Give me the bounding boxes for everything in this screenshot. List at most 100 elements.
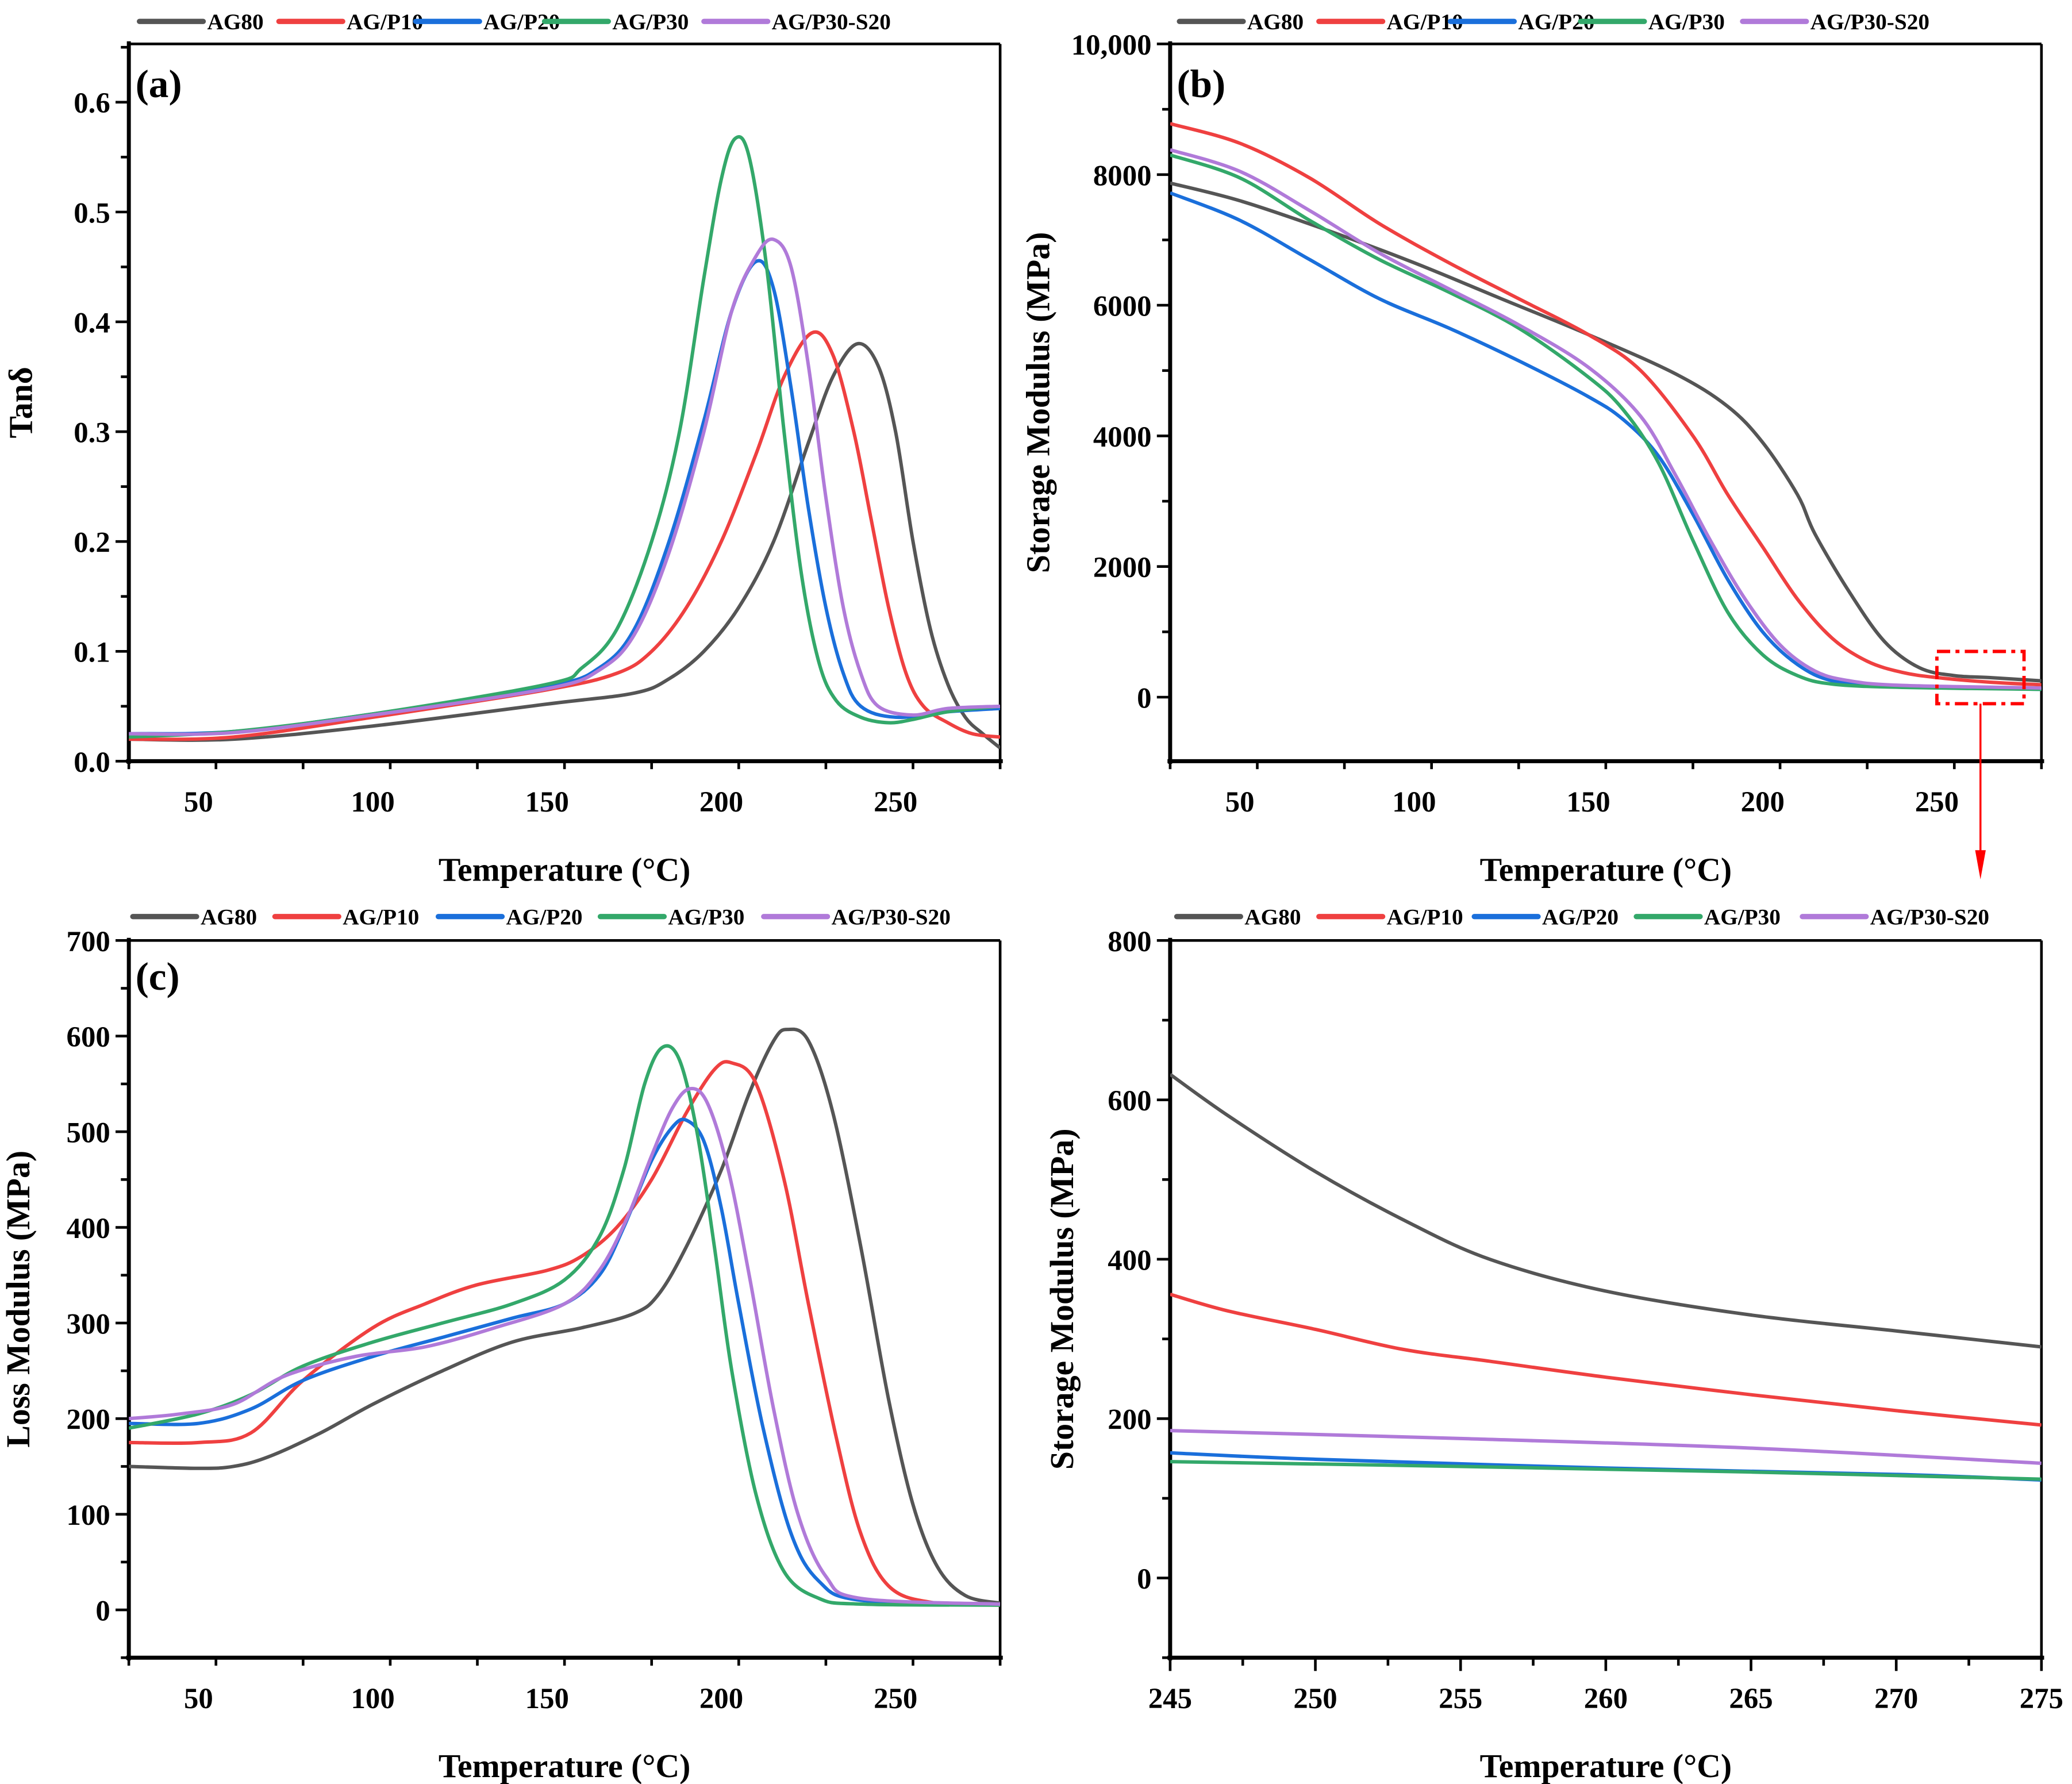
legend-label: AG/P10 <box>347 10 423 34</box>
x-tick-label: 200 <box>699 786 743 818</box>
legend-label: AG80 <box>207 10 264 34</box>
x-tick-label: 270 <box>1874 1682 1918 1714</box>
y-axis-title: Loss Modulus (MPa) <box>1 1151 37 1448</box>
x-tick-label: 250 <box>874 1682 917 1714</box>
legend-label: AG/P30-S20 <box>1870 905 1989 930</box>
y-tick-label: 0.5 <box>74 197 110 229</box>
legend-label: AG80 <box>1247 10 1304 34</box>
chart-panel-1: 50 100 150 200 250 0 2000 4000 6000 8000 10,000 Tem… <box>1021 10 2044 888</box>
x-tick-label: 100 <box>1392 786 1436 818</box>
y-tick-label: 600 <box>1108 1085 1151 1117</box>
x-tick-label: 150 <box>525 786 569 818</box>
series-line-ag80 <box>129 1027 1001 1605</box>
series-line-ag-p30-s20 <box>1170 1429 2042 1465</box>
series-line-ag-p20 <box>1170 191 2042 691</box>
series-line-ag80 <box>1170 1072 2042 1349</box>
series-line-ag-p20 <box>129 259 1001 736</box>
y-tick-label: 500 <box>67 1117 110 1149</box>
y-tick-label: 0 <box>1137 1563 1151 1595</box>
y-axis-title: Storage Modulus (MPa) <box>1021 232 1057 574</box>
x-tick-label: 200 <box>1741 786 1785 818</box>
legend: AG80 AG/P10 AG/P20 AG/P30 AG/P30-S20 <box>130 905 951 930</box>
y-axis-title: Tanδ <box>3 367 39 438</box>
legend-label: AG/P30 <box>612 10 689 34</box>
legend-label: AG/P30 <box>668 905 744 930</box>
x-axis-title: Temperature (°C) <box>439 852 691 888</box>
x-axis-title: Temperature (°C) <box>439 1748 691 1784</box>
y-tick-label: 0 <box>1137 682 1151 714</box>
legend-label: AG/P30-S20 <box>1810 10 1929 34</box>
series-line-ag-p30 <box>1170 1460 2042 1481</box>
y-tick-label: 200 <box>1108 1404 1151 1436</box>
series-line-ag-p10 <box>129 330 1001 741</box>
legend-label: AG/P30 <box>1648 10 1725 34</box>
legend: AG80 AG/P10 AG/P20 AG/P30 AG/P30-S20 <box>137 10 891 34</box>
x-tick-label: 50 <box>1225 786 1255 818</box>
y-tick-label: 0.6 <box>74 87 110 119</box>
zoom-region-box <box>1935 649 2026 706</box>
y-tick-label: 4000 <box>1093 421 1152 453</box>
series-line-ag80 <box>129 341 1001 749</box>
x-tick-label: 150 <box>525 1682 569 1714</box>
x-tick-label: 100 <box>351 1682 394 1714</box>
y-tick-label: 0.1 <box>74 636 110 668</box>
legend-label: AG/P20 <box>506 905 582 930</box>
x-axis-title: Temperature (°C) <box>1480 1748 1732 1784</box>
x-tick-label: 250 <box>874 786 917 818</box>
x-axis-title: Temperature (°C) <box>1480 852 1732 888</box>
arrow-down-icon <box>1975 850 1986 880</box>
series-line-ag-p20 <box>129 1117 1001 1606</box>
panel-label: (a) <box>136 61 182 106</box>
series-line-ag-p30-s20 <box>129 237 1001 736</box>
y-tick-label: 0.3 <box>74 417 110 449</box>
x-tick-label: 265 <box>1729 1682 1773 1714</box>
y-tick-label: 100 <box>67 1499 110 1531</box>
x-tick-label: 50 <box>184 786 213 818</box>
y-tick-label: 400 <box>67 1212 110 1244</box>
y-tick-label: 8000 <box>1093 159 1152 191</box>
x-tick-label: 275 <box>2020 1682 2063 1714</box>
legend-label: AG80 <box>1244 905 1301 930</box>
x-tick-label: 200 <box>699 1682 743 1714</box>
legend-label: AG/P20 <box>1542 905 1619 930</box>
legend-label: AG80 <box>201 905 257 930</box>
y-tick-label: 0.2 <box>74 526 110 559</box>
y-tick-label: 0.0 <box>74 746 110 778</box>
series-line-ag-p10 <box>129 1060 1001 1607</box>
x-tick-label: 250 <box>1915 786 1959 818</box>
y-axis-title: Storage Modulus (MPa) <box>1044 1128 1081 1470</box>
panel-label: (c) <box>136 954 180 998</box>
y-tick-label: 2000 <box>1093 551 1152 583</box>
x-tick-label: 100 <box>351 786 394 818</box>
legend-label: AG/P10 <box>1387 905 1463 930</box>
legend-label: AG/P10 <box>343 905 419 930</box>
x-tick-label: 150 <box>1566 786 1610 818</box>
legend-label: AG/P30-S20 <box>832 905 951 930</box>
series-line-ag-p30 <box>129 135 1001 739</box>
series-line-ag-p10 <box>1170 122 2042 687</box>
y-tick-label: 600 <box>67 1021 110 1053</box>
legend: AG80 AG/P10 AG/P20 AG/P30 AG/P30-S20 <box>1177 10 1929 34</box>
y-tick-label: 800 <box>1108 925 1151 958</box>
x-tick-label: 245 <box>1148 1682 1192 1714</box>
legend: AG80 AG/P10 AG/P20 AG/P30 AG/P30-S20 <box>1174 905 1989 930</box>
y-tick-label: 300 <box>67 1308 110 1340</box>
y-tick-label: 0.4 <box>74 306 110 339</box>
y-tick-label: 6000 <box>1093 290 1152 322</box>
chart-panel-2: 50 100 150 200 250 0 100 200 300 400 500 600 700 Temp… <box>1 905 1003 1784</box>
x-tick-label: 250 <box>1293 1682 1337 1714</box>
x-tick-label: 50 <box>184 1682 213 1714</box>
series-line-ag-p30 <box>1170 153 2042 691</box>
series-line-ag-p10 <box>1170 1293 2042 1427</box>
series-line-ag80 <box>1170 181 2042 683</box>
panel-label: (b) <box>1177 61 1225 106</box>
legend-label: AG/P30-S20 <box>772 10 891 34</box>
y-tick-label: 200 <box>67 1404 110 1436</box>
x-tick-label: 260 <box>1584 1682 1628 1714</box>
series-line-ag-p30-s20 <box>129 1086 1001 1606</box>
y-tick-label: 0 <box>95 1595 110 1627</box>
chart-panel-0: 50 100 150 200 250 0.0 0.1 0.2 0.3 0.4 0.5 0.6 Tempe… <box>3 10 1003 888</box>
y-tick-label: 400 <box>1108 1244 1151 1276</box>
chart-panel-3: 245 250 255 260 265 270 275 0 200 400 600 800 Temper… <box>1044 905 2063 1784</box>
